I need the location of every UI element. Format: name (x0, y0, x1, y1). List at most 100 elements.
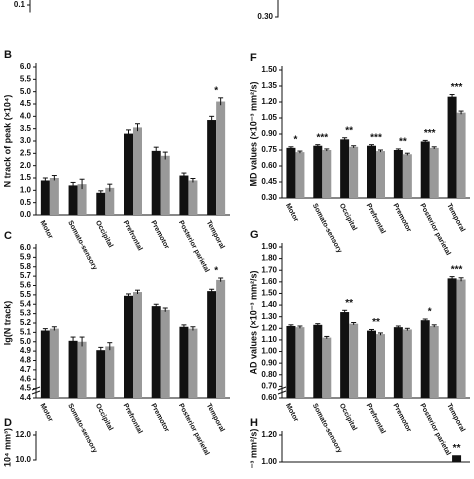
y-tick-label: 3.0 (20, 136, 32, 145)
x-tick-label: Somato-sensory (311, 403, 343, 455)
bar (179, 326, 189, 398)
bar (322, 150, 332, 198)
x-tick-label: Motor (38, 403, 53, 424)
bar (295, 152, 305, 198)
bar (77, 184, 87, 215)
significance-label: *** (451, 82, 463, 93)
bar (322, 337, 332, 398)
significance-label: ** (345, 125, 353, 136)
y-tick-label: 1.20 (261, 97, 277, 106)
y-tick-label: 4.4 (20, 393, 32, 402)
y-tick-label: 1.20 (261, 323, 277, 332)
y-tick-label: 1.0 (20, 185, 32, 194)
y-tick-label: 4.5 (20, 384, 32, 393)
bar (40, 180, 50, 215)
x-tick-label: Somato-sensory (311, 203, 343, 255)
x-tick-label: Temporal (205, 403, 226, 434)
y-tick-label: 3.5 (20, 124, 32, 133)
x-tick-label: Occipital (338, 203, 358, 232)
y-tick-label: 2.5 (20, 148, 32, 157)
bar (68, 340, 78, 398)
y-tick-label: 1.00 (261, 457, 277, 466)
bar (207, 120, 217, 215)
bar (367, 145, 376, 198)
significance-label: ** (372, 317, 380, 328)
bar (188, 180, 198, 215)
y-tick-label: 0.80 (261, 370, 277, 379)
y-tick-label: 1.10 (261, 335, 277, 344)
bar (96, 350, 106, 398)
x-tick-label: Motor (38, 220, 53, 241)
x-tick-label: Occipital (94, 220, 114, 249)
y-tick-label: 0.30 (261, 193, 277, 202)
y-tick-label: 0.5 (20, 198, 32, 207)
bar (429, 325, 439, 398)
bar (216, 101, 226, 215)
bar (207, 291, 217, 398)
x-tick-label: Premotor (391, 403, 412, 434)
y-axis-title: 10⁴ mm³) (2, 428, 12, 467)
significance-label: * (214, 85, 218, 96)
bar (402, 154, 412, 198)
bar (179, 175, 189, 215)
y-tick-label: 0.90 (261, 129, 277, 138)
x-tick-label: Somato-sensory (66, 403, 98, 455)
bar (188, 328, 198, 398)
y-tick-label: 10.0 (15, 455, 31, 464)
x-tick-label: Posterior parietal (177, 403, 210, 457)
x-tick-label: Premotor (149, 220, 170, 251)
y-tick-label: 6.0 (20, 62, 32, 71)
y-tick-label: 5.0 (20, 87, 32, 96)
x-tick-label: Prefrontal (122, 403, 144, 436)
y-axis-title: ⁻³ mm²/s) (248, 429, 258, 469)
y-tick-label: 0.90 (261, 358, 277, 367)
bar (77, 341, 87, 398)
y-tick-label: 4.6 (20, 374, 32, 383)
y-tick-label: 5.8 (20, 262, 32, 271)
bar (49, 328, 59, 398)
x-tick-label: Occipital (338, 403, 358, 432)
bar (160, 309, 170, 398)
y-tick-label: 5.9 (20, 252, 32, 261)
bar (429, 147, 439, 198)
x-tick-label: Temporal (445, 203, 466, 234)
bar (124, 133, 133, 215)
bar (40, 330, 50, 398)
x-tick-label: Posterior parietal (177, 220, 210, 274)
y-tick-label: 1.80 (261, 254, 277, 263)
y-tick-label: 0.60 (261, 161, 277, 170)
y-axis-title: lg(N track) (2, 301, 12, 346)
bar (420, 320, 430, 398)
bar (456, 112, 466, 198)
x-tick-label: Motor (284, 203, 299, 224)
bar (402, 329, 412, 398)
significance-label: ** (345, 298, 353, 309)
bar (151, 306, 161, 398)
y-tick-label: 1.00 (261, 347, 277, 356)
y-tick-label: 5.5 (20, 74, 32, 83)
y-tick-label: 0.0 (20, 210, 32, 219)
y-tick-label: 0.1 (14, 0, 26, 9)
y-tick-label: 5.1 (20, 327, 32, 336)
significance-label: *** (424, 128, 436, 139)
y-tick-label: 5.7 (20, 271, 32, 280)
significance-label: * (214, 266, 218, 277)
bar (295, 327, 305, 398)
bar (452, 455, 462, 462)
y-tick-label: 4.0 (20, 111, 32, 120)
panel-label: F (250, 52, 257, 64)
bar (133, 292, 142, 398)
bar (96, 192, 106, 215)
x-tick-label: Prefrontal (365, 403, 387, 436)
bar (447, 278, 457, 398)
panel-label: H (250, 417, 258, 429)
x-tick-label: Prefrontal (365, 203, 387, 236)
bar (367, 330, 376, 398)
bar (286, 325, 296, 398)
y-axis-title: AD values (×10⁻³ mm²/s) (248, 270, 258, 374)
y-tick-label: 1.30 (261, 312, 277, 321)
y-tick-label: 5.5 (20, 290, 32, 299)
panel-label: B (4, 49, 12, 61)
bar (313, 145, 323, 198)
